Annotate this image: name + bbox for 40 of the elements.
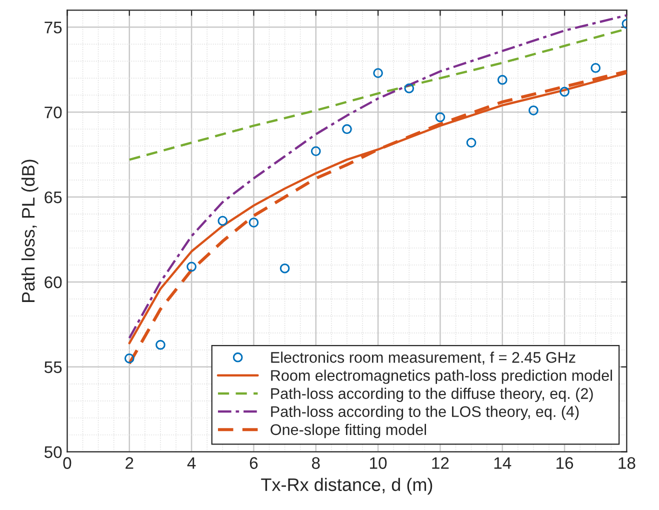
point — [218, 216, 228, 226]
legend-label: Path-loss according to the LOS theory, eq. (4) — [271, 406, 579, 420]
x-tick-label: 14 — [494, 457, 512, 469]
x-tick-label: 6 — [250, 457, 258, 469]
x-tick-label: 12 — [432, 457, 449, 469]
x-tick-label: 18 — [618, 457, 636, 469]
legend-label: Path-loss according to the diffuse theory, eq. (2) — [271, 388, 593, 402]
y-tick-label: 55 — [44, 362, 62, 374]
x-axis-title: Tx-Rx distance, d (m) — [261, 478, 432, 495]
x-tick-label: 8 — [312, 457, 320, 469]
legend-label: Electronics room measurement, f = 2.45 GHz — [271, 352, 576, 365]
point — [466, 138, 476, 148]
x-tick-label: 10 — [370, 457, 387, 469]
legend-label: One-slope fitting model — [270, 424, 426, 438]
point — [156, 340, 166, 350]
y-tick-label: 60 — [44, 276, 62, 288]
point — [280, 263, 290, 274]
point — [590, 63, 601, 73]
point — [404, 83, 414, 94]
x-tick-label: 16 — [556, 457, 574, 469]
legend-label: Room electromagnetics path-loss prediction model — [271, 370, 612, 384]
point — [124, 354, 134, 364]
y-axis-title: Path loss, PL (dB) — [21, 160, 38, 302]
x-tick-label: 2 — [126, 457, 134, 469]
y-tick-label: 70 — [44, 106, 62, 118]
point — [435, 112, 446, 122]
point — [373, 68, 383, 78]
y-tick-label: 50 — [44, 446, 62, 458]
point — [186, 262, 196, 272]
y-tick-label: 75 — [44, 22, 62, 34]
point — [528, 105, 538, 116]
point — [248, 218, 259, 228]
point — [560, 86, 570, 97]
y-tick-label: 65 — [44, 191, 62, 204]
point — [497, 74, 508, 85]
x-tick-label: 4 — [187, 457, 196, 469]
point — [310, 146, 321, 156]
x-tick-label: 0 — [63, 457, 72, 469]
line-series — [128, 14, 627, 340]
point — [342, 124, 352, 134]
